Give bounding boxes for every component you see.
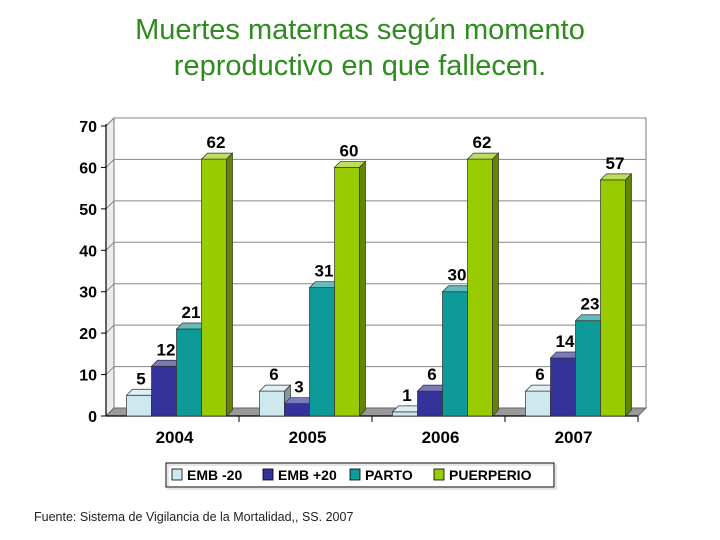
bar-front xyxy=(259,390,285,417)
chart-title-line-1: Muertes maternas según momento xyxy=(135,14,585,46)
data-label: 30 xyxy=(448,266,467,285)
bar-front xyxy=(176,328,202,417)
bar-front xyxy=(550,357,576,417)
bar-side xyxy=(226,152,233,417)
data-label: 6 xyxy=(535,365,544,384)
bar-front xyxy=(126,394,152,417)
legend-swatch-emb-20 xyxy=(262,468,274,481)
data-label: 57 xyxy=(606,154,625,173)
gridline xyxy=(105,117,646,127)
data-label: 5 xyxy=(136,369,145,388)
y-tick-label: 0 xyxy=(88,409,97,426)
y-tick-label: 60 xyxy=(79,160,97,177)
bar-puerperio-2005 xyxy=(333,160,367,417)
legend-label: PARTO xyxy=(365,467,413,483)
data-label: 1 xyxy=(402,386,411,405)
plot-side-wall xyxy=(105,116,115,418)
data-label: 6 xyxy=(269,365,278,384)
bar-front xyxy=(600,179,626,417)
y-tick-label: 40 xyxy=(79,243,97,260)
legend-label: EMB +20 xyxy=(278,467,337,483)
chart-title: Muertes maternas según momento reproduct… xyxy=(0,12,720,84)
legend-label: PUERPERIO xyxy=(449,467,532,483)
bar-front xyxy=(392,411,418,417)
bar-front xyxy=(467,158,493,417)
y-tick-label: 20 xyxy=(79,326,97,343)
bar-front xyxy=(525,390,551,417)
bar-front xyxy=(151,365,177,417)
legend-swatch-parto xyxy=(349,468,361,481)
legend-swatch-puerperio xyxy=(433,468,445,481)
y-tick-label: 70 xyxy=(79,119,97,136)
bar-front xyxy=(417,390,443,417)
chart-title-line-2: reproductivo en que fallecen. xyxy=(173,50,547,82)
data-label: 62 xyxy=(207,133,226,152)
source-note: Fuente: Sistema de Vigilancia de la Mort… xyxy=(34,510,354,524)
data-label: 31 xyxy=(315,262,334,281)
y-tick-label: 50 xyxy=(79,202,97,219)
bar-front xyxy=(309,287,335,417)
data-label: 21 xyxy=(182,303,201,322)
x-tick-label: 2006 xyxy=(422,428,460,447)
data-label: 12 xyxy=(157,340,176,359)
bar-puerperio-2007 xyxy=(599,173,633,417)
data-label: 62 xyxy=(473,133,492,152)
legend-swatch-emb-20 xyxy=(171,468,183,481)
legend-shadow xyxy=(167,464,557,490)
bar-front xyxy=(334,167,360,417)
bar-side xyxy=(492,152,499,417)
data-label: 14 xyxy=(556,332,575,351)
x-tick-label: 2005 xyxy=(289,428,327,447)
bar-puerperio-2006 xyxy=(466,152,500,417)
data-label: 6 xyxy=(427,365,436,384)
y-tick-label: 30 xyxy=(79,285,97,302)
bar-puerperio-2004 xyxy=(200,152,234,417)
y-tick-label: 10 xyxy=(79,368,97,385)
data-label: 60 xyxy=(340,141,359,160)
legend-label: EMB -20 xyxy=(187,467,242,483)
bar-front xyxy=(442,291,468,417)
bar-front xyxy=(575,320,601,417)
legend: EMB -20 EMB +20 PARTO PUERPERIO xyxy=(165,462,557,490)
legend-box xyxy=(165,462,555,488)
x-tick-label: 2004 xyxy=(156,428,194,447)
data-label: 23 xyxy=(581,295,600,314)
bar-front xyxy=(284,403,310,417)
bar-side xyxy=(625,173,632,417)
bar-side xyxy=(359,160,366,417)
x-tick-label: 2007 xyxy=(555,428,593,447)
bar-front xyxy=(201,158,227,417)
data-label: 3 xyxy=(294,378,303,397)
